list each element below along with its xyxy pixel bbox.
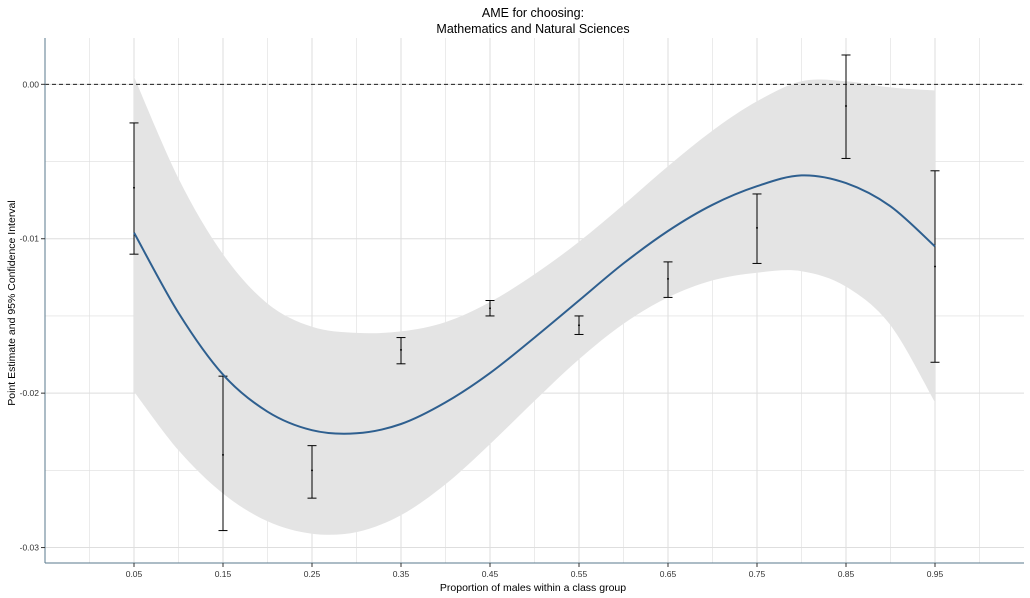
x-tick-label: 0.25 bbox=[304, 569, 321, 579]
chart-subtitle: Mathematics and Natural Sciences bbox=[436, 22, 629, 36]
y-tick-labels: -0.03 -0.02 -0.01 0.00 bbox=[20, 79, 40, 552]
error-bar bbox=[485, 300, 495, 317]
x-tick-label: 0.15 bbox=[215, 569, 232, 579]
error-bar bbox=[930, 170, 940, 363]
x-tick-label: 0.85 bbox=[838, 569, 855, 579]
y-tick-label: -0.02 bbox=[20, 388, 40, 398]
point-estimate bbox=[222, 453, 224, 456]
error-bar bbox=[574, 315, 584, 335]
x-axis-label: Proportion of males within a class group bbox=[440, 582, 626, 594]
x-tick-label: 0.95 bbox=[927, 569, 944, 579]
error-bar bbox=[307, 445, 317, 499]
error-bar bbox=[841, 54, 851, 159]
x-tick-label: 0.35 bbox=[393, 569, 410, 579]
smooth-fit-line bbox=[133, 174, 936, 435]
point-estimate bbox=[667, 277, 669, 280]
chart-title: AME for choosing: bbox=[482, 6, 584, 20]
point-estimate bbox=[133, 186, 135, 189]
axes bbox=[41, 38, 1024, 567]
point-estimate bbox=[934, 265, 936, 268]
x-tick-label: 0.05 bbox=[126, 569, 143, 579]
x-tick-label: 0.45 bbox=[482, 569, 499, 579]
y-axis-label: Point Estimate and 95% Confidence Interv… bbox=[6, 200, 18, 405]
y-tick-label: 0.00 bbox=[22, 79, 39, 89]
x-tick-label: 0.65 bbox=[660, 569, 677, 579]
point-estimate bbox=[756, 226, 758, 229]
error-bar bbox=[218, 375, 228, 532]
point-estimate bbox=[489, 307, 491, 310]
point-estimate bbox=[578, 324, 580, 327]
y-tick-label: -0.03 bbox=[20, 543, 40, 553]
error-bars bbox=[129, 54, 940, 532]
x-tick-label: 0.55 bbox=[571, 569, 588, 579]
error-bar bbox=[396, 337, 406, 365]
point-estimate bbox=[311, 469, 313, 472]
error-bar bbox=[129, 122, 139, 255]
confidence-ribbon bbox=[134, 76, 935, 535]
x-tick-label: 0.75 bbox=[749, 569, 766, 579]
point-estimate bbox=[400, 348, 402, 351]
y-tick-label: -0.01 bbox=[20, 234, 40, 244]
error-bar bbox=[752, 193, 762, 264]
x-tick-labels: 0.05 0.15 0.25 0.35 0.45 0.55 0.65 0.75 0.85 0.95 bbox=[126, 569, 944, 579]
point-estimate bbox=[845, 104, 847, 107]
error-bar bbox=[663, 261, 673, 298]
